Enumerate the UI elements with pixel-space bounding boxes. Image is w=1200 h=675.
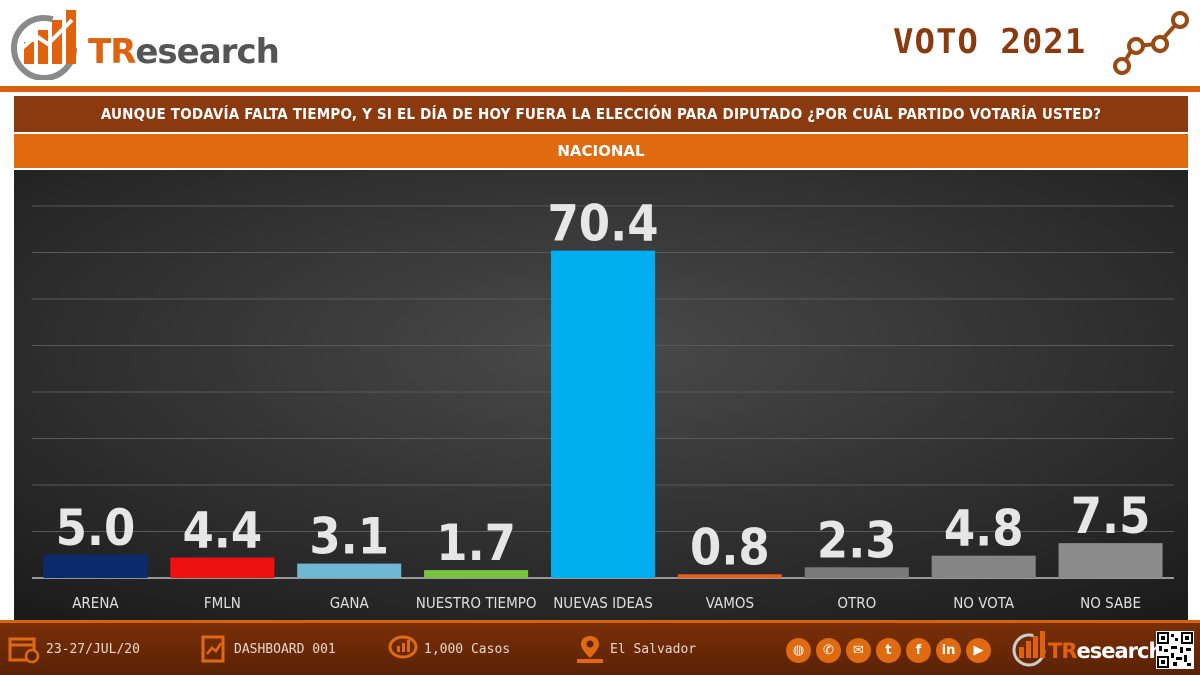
category-label: NO VOTA [953, 594, 1015, 612]
campaign-title: VOTO 2021 [893, 22, 1087, 62]
footer-cases-text: 1,000 Casos [424, 641, 511, 657]
footer-logo[interactable]: TResearch [1010, 629, 1163, 669]
value-label: 0.8 [690, 518, 770, 576]
footer-dates-text: 23-27/JUL/20 [46, 641, 140, 657]
qr-code-icon[interactable] [1156, 631, 1194, 669]
mail-icon[interactable]: ✉ [846, 638, 871, 663]
bar-no-vota [931, 555, 1036, 578]
dashboard-icon [201, 635, 225, 663]
bar-otro [804, 567, 909, 578]
value-label: 70.4 [548, 195, 659, 253]
footer-dates: 23-27/JUL/20 [8, 623, 140, 675]
category-label: FMLN [204, 594, 241, 612]
chain-nodes-icon [1113, 11, 1189, 75]
value-label: 2.3 [817, 511, 897, 569]
footer-logo-icon [1012, 631, 1046, 667]
tresearch-logo[interactable]: TResearch [6, 6, 286, 82]
bar-arena [43, 554, 148, 578]
logo-rest: esearch [135, 32, 279, 72]
category-label: NUEVAS IDEAS [553, 594, 653, 612]
value-label: 5.0 [56, 499, 136, 557]
footer-logo-tr: TR [1048, 639, 1077, 663]
calendar-icon [8, 637, 40, 664]
footer-location: El Salvador [576, 623, 696, 675]
youtube-icon[interactable]: ▶ [966, 638, 991, 663]
footer-cases: 1,000 Casos [388, 623, 510, 675]
social-links: ◍ ✆ ✉ t f in ▶ [786, 638, 991, 663]
question-banner: AUNQUE TODAVÍA FALTA TIEMPO, Y SI EL DÍA… [14, 96, 1188, 132]
bar-gana [297, 563, 402, 578]
value-label: 1.7 [436, 514, 516, 572]
category-label: OTRO [837, 594, 876, 612]
value-label: 4.4 [182, 502, 262, 560]
footer-logo-rest: esearch [1076, 639, 1164, 663]
category-label: VAMOS [706, 594, 754, 612]
phone-icon[interactable]: ✆ [816, 638, 841, 663]
linkedin-icon[interactable]: in [936, 638, 961, 663]
footer-dashboard: DASHBOARD 001 [200, 623, 336, 675]
category-label: NO SABE [1080, 594, 1141, 612]
footer-location-text: El Salvador [610, 641, 697, 657]
twitter-icon[interactable]: t [876, 638, 901, 663]
logo-wordmark: TResearch [88, 32, 280, 72]
footer-logo-wordmark: TResearch [1048, 639, 1164, 663]
category-label: GANA [330, 594, 370, 612]
header-divider [0, 86, 1200, 92]
scope-banner: NACIONAL [14, 134, 1188, 168]
category-label: NUESTRO TIEMPO [416, 594, 537, 612]
value-label: 3.1 [309, 508, 389, 566]
footer-dashboard-text: DASHBOARD 001 [234, 641, 336, 657]
footer: 23-27/JUL/20 DASHBOARD 001 1,000 Casos E… [0, 623, 1200, 675]
value-label: 7.5 [1071, 487, 1151, 545]
value-label: 4.8 [944, 500, 1024, 558]
bar-fmln [170, 557, 275, 578]
footer-divider [0, 620, 1200, 624]
bar-nuevas-ideas [550, 250, 656, 578]
header: TResearch VOTO 2021 [0, 0, 1200, 88]
logo-chart-icon [11, 10, 77, 81]
bar-nuestro-tiempo [424, 570, 529, 578]
chat-chart-icon [388, 635, 418, 659]
logo-tr: TR [88, 32, 136, 72]
bar-chart: 5.0 4.4 3.1 1.7 70.4 0.8 2.3 4.8 7.5 ARENA FMLN GA… [14, 170, 1188, 620]
bar-vamos [677, 574, 782, 578]
bar-no-sabe [1058, 543, 1163, 578]
facebook-icon[interactable]: f [906, 638, 931, 663]
category-label: ARENA [72, 594, 119, 612]
globe-icon[interactable]: ◍ [786, 638, 811, 663]
chart-svg: 5.0 4.4 3.1 1.7 70.4 0.8 2.3 4.8 7.5 ARENA FMLN GA… [14, 170, 1188, 620]
map-pin-icon [577, 636, 603, 663]
